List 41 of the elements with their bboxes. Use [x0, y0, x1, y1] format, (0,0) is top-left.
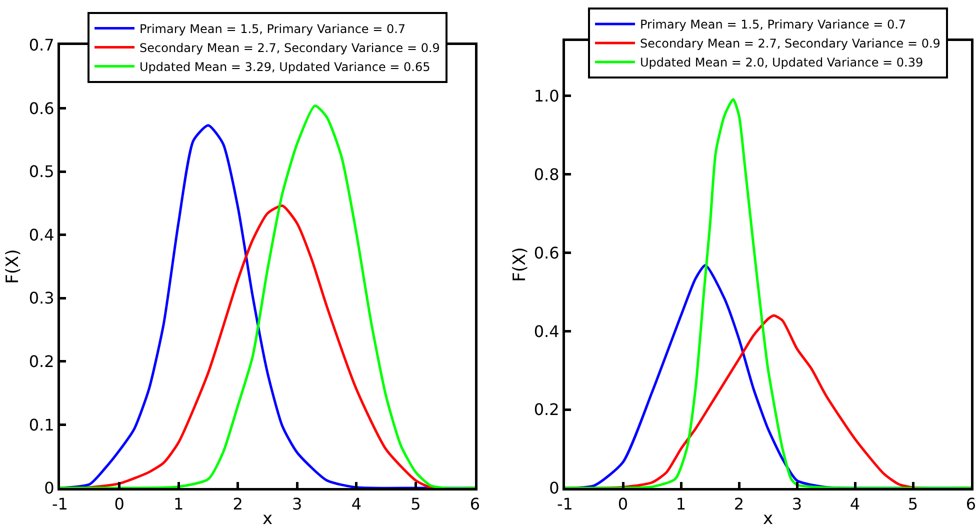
legend-label: Updated Mean = 2.0, Updated Variance = 0.39 — [640, 56, 924, 70]
y-tick-label: 0.2 — [534, 400, 560, 420]
x-tick-label: 6 — [470, 494, 480, 514]
x-axis-title: x — [262, 509, 273, 529]
x-tick-label: 2 — [232, 494, 243, 514]
y-tick-label: 0.7 — [28, 36, 54, 55]
x-tick-label: 4 — [351, 494, 362, 514]
y-tick-label: 0.4 — [534, 322, 560, 341]
x-tick-label: 1 — [676, 494, 686, 514]
line-series — [565, 98, 971, 488]
x-tick-label: 4 — [850, 494, 860, 514]
x-tick-label: 6 — [966, 494, 976, 514]
y-tick-label: 0.5 — [28, 162, 54, 182]
y-tick-label: 0.4 — [28, 225, 54, 244]
legend-label: Secondary Mean = 2.7, Secondary Variance = 0.9 — [140, 40, 440, 55]
y-tick-label: 0.2 — [28, 352, 54, 372]
x-tick-label: 0 — [618, 494, 628, 514]
y-tick-label: 0.1 — [28, 415, 54, 434]
y-tick-label: 0.8 — [534, 164, 560, 184]
x-tick-label: 5 — [908, 494, 918, 514]
x-tick-label: 1 — [173, 494, 184, 514]
y-tick-label: 0 — [549, 478, 560, 498]
y-tick-label: 0.6 — [28, 98, 54, 118]
x-tick-label: 2 — [734, 494, 744, 514]
y-tick-label: 0.6 — [534, 243, 560, 262]
legend-label: Primary Mean = 1.5, Primary Variance = 0.7 — [640, 18, 906, 32]
y-axis-title: F(X) — [3, 249, 24, 284]
x-tick-label: -1 — [557, 494, 573, 514]
x-tick-label: 5 — [410, 494, 421, 514]
y-tick-label: 0.3 — [28, 288, 54, 308]
legend-label: Updated Mean = 3.29, Updated Variance = 0.65 — [140, 60, 430, 74]
legend-label: Primary Mean = 1.5, Primary Variance = 0.7 — [140, 22, 406, 36]
y-axis-title: F(X) — [510, 247, 530, 282]
x-tick-label: 3 — [292, 494, 302, 514]
x-axis-title: x — [762, 509, 774, 529]
x-tick-label: 0 — [114, 494, 124, 514]
x-tick-label: 3 — [792, 494, 802, 514]
x-tick-label: -1 — [52, 494, 68, 514]
y-tick-label: 1.0 — [534, 86, 560, 106]
legend-label: Secondary Mean = 2.7, Secondary Variance = 0.9 — [640, 36, 940, 51]
y-tick-label: 0 — [44, 478, 54, 498]
